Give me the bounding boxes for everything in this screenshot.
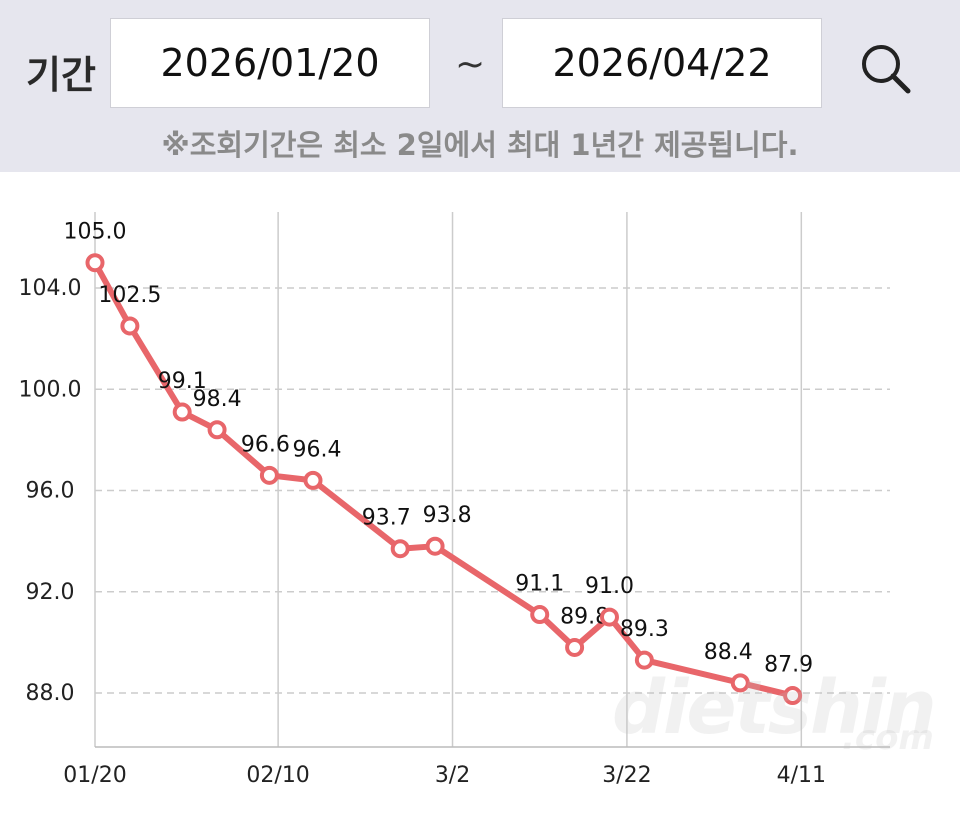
data-point	[599, 607, 619, 627]
search-button[interactable]	[855, 38, 915, 98]
start-date-field[interactable]: 2026/01/20	[110, 18, 430, 108]
data-label: 105.0	[64, 220, 127, 245]
data-point	[390, 539, 410, 559]
data-point	[207, 420, 227, 440]
x-tick-label: 3/22	[602, 763, 651, 788]
y-tick-label: 92.0	[26, 580, 75, 605]
data-point	[425, 536, 445, 556]
data-label: 87.9	[764, 653, 813, 678]
data-point	[530, 605, 550, 625]
data-label: 88.4	[704, 640, 753, 665]
period-label: 기간	[26, 53, 96, 97]
data-label: 96.6	[241, 432, 290, 457]
data-point	[565, 637, 585, 657]
data-label: 91.0	[585, 574, 634, 599]
date-range-separator: ~	[455, 44, 486, 85]
weight-chart: 01/20 02/10 3/2 3/22 4/11 104.0 100.0 96.0 92.0 8…	[0, 172, 960, 810]
data-label: 89.3	[620, 617, 669, 642]
period-filter-bar: 기간 2026/01/20 ~ 2026/04/22 ※조회기간은 최소 2일에…	[0, 0, 960, 172]
data-label: 98.4	[193, 387, 242, 412]
data-point	[730, 673, 750, 693]
series-line	[92, 259, 796, 699]
x-tick-label: 01/20	[63, 763, 126, 788]
data-point	[783, 686, 803, 706]
period-notice: ※조회기간은 최소 2일에서 최대 1년간 제공됩니다.	[161, 128, 799, 162]
data-label: 91.1	[515, 572, 564, 597]
line-chart: 01/20 02/10 3/2 3/22 4/11 104.0 100.0 96.0 92.0 8…	[19, 212, 890, 788]
watermark-logo: dietshin	[612, 665, 937, 751]
data-label: 93.7	[362, 506, 411, 531]
data-point	[634, 650, 654, 670]
data-label: 99.1	[158, 369, 207, 394]
y-tick-label: 88.0	[26, 681, 75, 706]
data-point	[85, 253, 105, 273]
watermark-suffix: .com	[842, 718, 934, 758]
search-icon	[862, 45, 911, 94]
x-tick-label: 3/2	[435, 763, 470, 788]
data-point	[172, 402, 192, 422]
data-label: 96.4	[293, 437, 342, 462]
x-tick-label: 4/11	[777, 763, 826, 788]
data-point	[120, 316, 140, 336]
data-label: 102.5	[98, 283, 161, 308]
data-point	[303, 470, 323, 490]
data-point	[259, 465, 279, 485]
data-label: 93.8	[423, 503, 472, 528]
y-tick-label: 100.0	[19, 377, 82, 402]
y-tick-label: 96.0	[26, 479, 75, 504]
x-tick-label: 02/10	[246, 763, 309, 788]
y-tick-label: 104.0	[19, 276, 82, 301]
end-date-field[interactable]: 2026/04/22	[502, 18, 822, 108]
